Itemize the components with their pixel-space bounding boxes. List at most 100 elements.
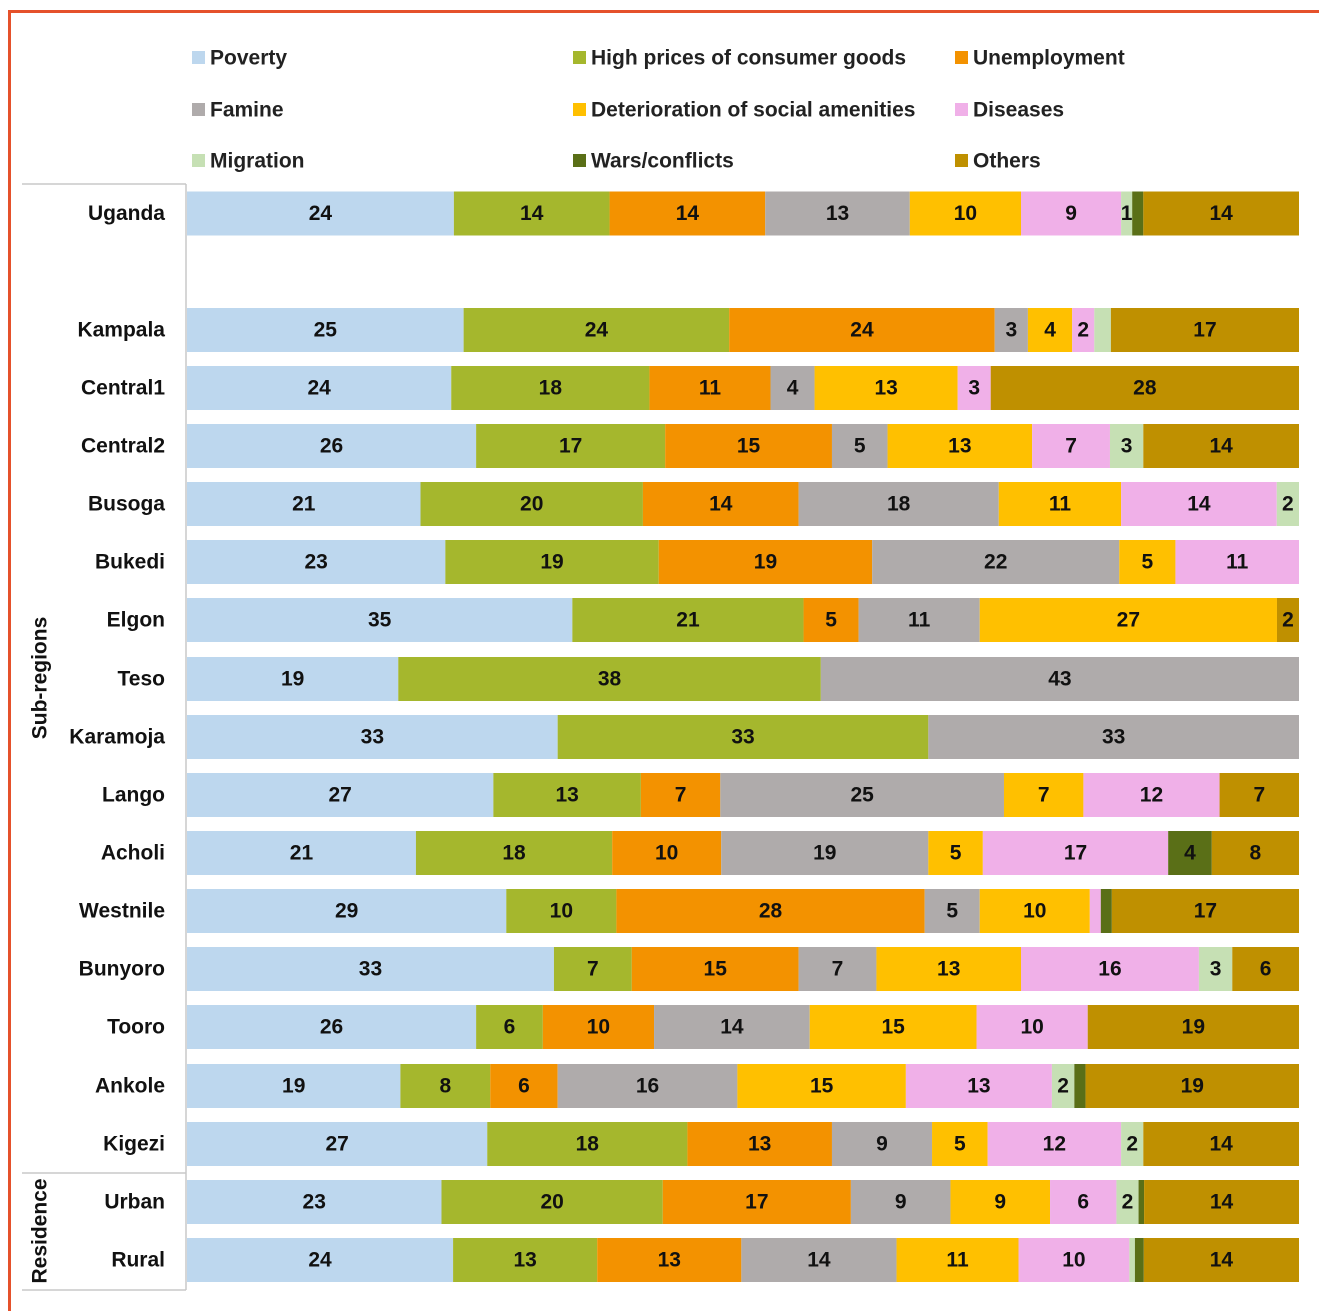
bar-segment-rural-deterioration-of-social-amenities xyxy=(896,1238,1019,1282)
bar-segment-kampala-poverty xyxy=(187,308,464,352)
bar-segment-ankole-deterioration-of-social-amenities xyxy=(737,1064,906,1108)
data-label-kampala-famine: 3 xyxy=(1005,319,1017,342)
data-label-central2-poverty: 26 xyxy=(320,435,343,458)
legend-label-poverty: Poverty xyxy=(210,47,287,70)
group-label-residence: Residence xyxy=(29,1178,52,1283)
legend-label-wars-conflicts: Wars/conflicts xyxy=(591,150,734,173)
data-label-busoga-famine: 18 xyxy=(887,493,911,516)
bar-segment-ankole-diseases xyxy=(905,1064,1052,1108)
bar-segment-acholi-deterioration-of-social-amenities xyxy=(928,831,983,875)
bar-segment-tooro-diseases xyxy=(976,1005,1088,1049)
data-label-tooro-deterioration-of-social-amenities: 15 xyxy=(881,1016,905,1039)
data-label-kigezi-unemployment: 13 xyxy=(748,1133,771,1156)
legend-swatch-others xyxy=(955,154,968,167)
bar-segment-uganda-high-prices-of-consumer-goods xyxy=(453,191,610,236)
bar-segment-acholi-diseases xyxy=(982,831,1169,875)
data-label-elgon-high-prices-of-consumer-goods: 21 xyxy=(676,609,700,632)
bar-segment-rural-diseases xyxy=(1018,1238,1130,1282)
legend-label-high-prices-of-consumer-goods: High prices of consumer goods xyxy=(591,47,906,70)
data-label-bunyoro-others: 6 xyxy=(1260,958,1272,981)
bar-segment-bukedi-unemployment xyxy=(658,540,873,584)
bar-segment-central1-famine xyxy=(770,366,815,410)
data-label-urban-poverty: 23 xyxy=(303,1191,326,1214)
data-label-kigezi-famine: 9 xyxy=(876,1133,888,1156)
data-label-bunyoro-diseases: 16 xyxy=(1098,958,1121,981)
data-label-acholi-deterioration-of-social-amenities: 5 xyxy=(950,842,962,865)
data-label-central2-diseases: 7 xyxy=(1065,435,1077,458)
bar-segment-busoga-unemployment xyxy=(642,482,799,526)
row-label-busoga: Busoga xyxy=(88,493,165,516)
data-label-lango-high-prices-of-consumer-goods: 13 xyxy=(555,784,578,807)
data-label-uganda-migration: 1 xyxy=(1121,202,1133,225)
bar-segment-lango-others xyxy=(1219,773,1299,817)
row-label-tooro: Tooro xyxy=(107,1016,165,1039)
bar-segment-rural-high-prices-of-consumer-goods xyxy=(453,1238,598,1282)
data-label-ankole-others: 19 xyxy=(1181,1075,1204,1098)
data-label-elgon-poverty: 35 xyxy=(368,609,392,632)
data-label-bukedi-unemployment: 19 xyxy=(754,551,777,574)
bar-segment-urban-high-prices-of-consumer-goods xyxy=(441,1180,663,1224)
data-label-rural-unemployment: 13 xyxy=(658,1249,681,1272)
data-label-bunyoro-famine: 7 xyxy=(832,958,844,981)
data-label-uganda-unemployment: 14 xyxy=(676,202,700,225)
bar-segment-westnile-deterioration-of-social-amenities xyxy=(979,889,1090,933)
data-label-acholi-high-prices-of-consumer-goods: 18 xyxy=(502,842,526,865)
row-label-karamoja: Karamoja xyxy=(69,726,165,749)
category-axis: Sub-regions Residence Uganda Kampala Central… xyxy=(22,183,187,1291)
row-label-lango: Lango xyxy=(102,784,165,807)
data-label-bunyoro-migration: 3 xyxy=(1210,958,1222,981)
data-label-uganda-famine: 13 xyxy=(826,202,849,225)
bar-segment-lango-diseases xyxy=(1083,773,1220,817)
bar-segment-central2-diseases xyxy=(1032,424,1110,468)
data-label-lango-poverty: 27 xyxy=(329,784,352,807)
bar-segment-busoga-migration xyxy=(1276,482,1299,526)
bar-segment-teso-high-prices-of-consumer-goods xyxy=(398,657,821,701)
data-label-central1-famine: 4 xyxy=(787,377,799,400)
row-label-central2: Central2 xyxy=(81,435,165,458)
bar-segment-lango-unemployment xyxy=(640,773,721,817)
bar-segment-central2-migration xyxy=(1109,424,1144,468)
bar-segment-kampala-diseases xyxy=(1072,308,1095,352)
bar-segment-urban-poverty xyxy=(187,1180,442,1224)
bar-segment-central2-famine xyxy=(831,424,888,468)
bar-segment-urban-diseases xyxy=(1050,1180,1117,1224)
bar-segment-kampala-famine xyxy=(994,308,1028,352)
bar-segment-kampala-unemployment xyxy=(729,308,995,352)
data-label-westnile-famine: 5 xyxy=(946,900,958,923)
bar-segment-bunyoro-migration xyxy=(1198,947,1233,991)
data-label-ankole-diseases: 13 xyxy=(967,1075,990,1098)
bar-segment-ankole-wars-conflicts xyxy=(1074,1064,1086,1108)
bar-segment-central2-deterioration-of-social-amenities xyxy=(887,424,1033,468)
bar-segment-westnile-wars-conflicts xyxy=(1100,889,1112,933)
bar-segment-bunyoro-diseases xyxy=(1021,947,1199,991)
data-label-urban-unemployment: 17 xyxy=(745,1191,768,1214)
bar-segment-central2-high-prices-of-consumer-goods xyxy=(476,424,666,468)
bar-segment-kigezi-poverty xyxy=(187,1122,488,1166)
legend-swatch-wars-conflicts xyxy=(573,154,586,167)
data-label-elgon-famine: 11 xyxy=(908,609,931,632)
legend-swatch-deterioration-of-social-amenities xyxy=(573,103,586,116)
bar-segment-lango-deterioration-of-social-amenities xyxy=(1003,773,1084,817)
data-label-uganda-diseases: 9 xyxy=(1065,202,1077,225)
bar-segment-karamoja-high-prices-of-consumer-goods xyxy=(557,715,929,759)
data-label-lango-deterioration-of-social-amenities: 7 xyxy=(1038,784,1050,807)
data-label-kigezi-diseases: 12 xyxy=(1043,1133,1066,1156)
data-label-acholi-unemployment: 10 xyxy=(655,842,678,865)
bar-segment-teso-famine xyxy=(820,657,1299,701)
row-label-urban: Urban xyxy=(104,1191,165,1214)
bar-segment-kigezi-high-prices-of-consumer-goods xyxy=(487,1122,688,1166)
row-label-rural: Rural xyxy=(111,1249,165,1272)
bar-segment-uganda-deterioration-of-social-amenities xyxy=(909,191,1021,236)
data-label-karamoja-famine: 33 xyxy=(1102,726,1125,749)
data-label-urban-high-prices-of-consumer-goods: 20 xyxy=(540,1191,563,1214)
legend-label-migration: Migration xyxy=(210,150,305,173)
data-label-lango-others: 7 xyxy=(1253,784,1265,807)
bar-segment-kigezi-famine xyxy=(831,1122,933,1166)
data-label-central1-diseases: 3 xyxy=(968,377,980,400)
bar-segment-westnile-unemployment xyxy=(616,889,925,933)
data-label-busoga-migration: 2 xyxy=(1282,493,1294,516)
data-label-bunyoro-unemployment: 15 xyxy=(704,958,728,981)
row-label-acholi: Acholi xyxy=(101,842,165,865)
data-label-bunyoro-poverty: 33 xyxy=(359,958,382,981)
